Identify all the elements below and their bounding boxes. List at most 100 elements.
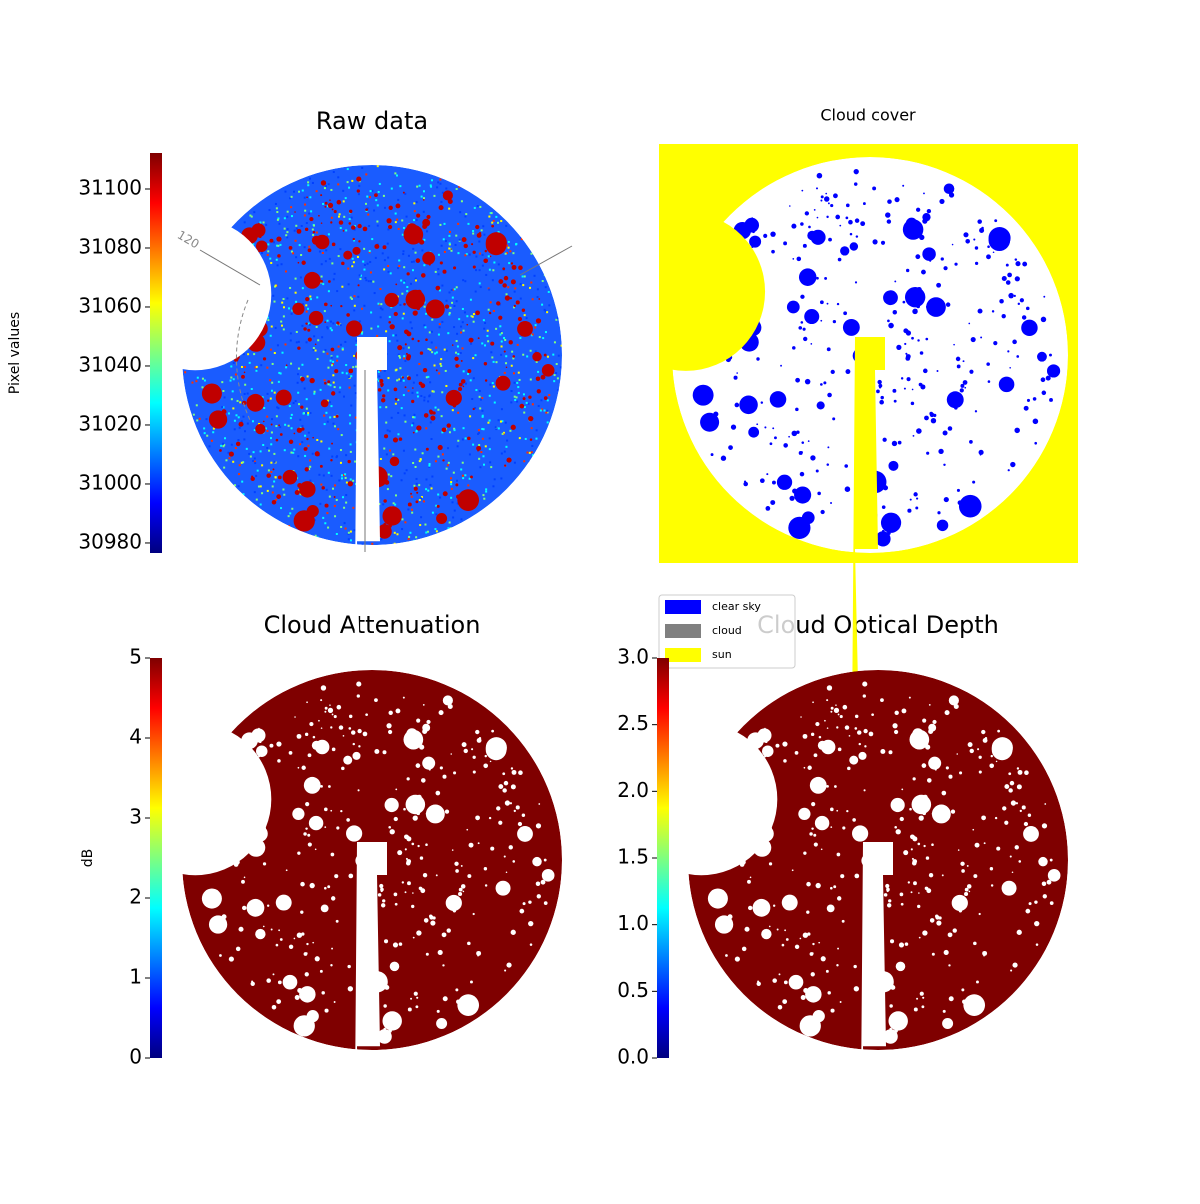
pixel-noise <box>302 303 305 306</box>
blob <box>802 243 807 248</box>
pixel-noise <box>328 401 331 404</box>
pixel-noise <box>272 294 275 297</box>
pixel-noise <box>308 468 311 471</box>
blob <box>308 815 324 831</box>
pixel-noise <box>246 311 249 314</box>
pixel-noise <box>186 355 189 358</box>
blob <box>415 258 421 263</box>
pixel-noise <box>237 268 240 271</box>
blob <box>404 343 407 346</box>
blob <box>876 389 880 394</box>
pixel-noise <box>294 400 297 403</box>
pixel-noise <box>310 210 313 213</box>
pixel-noise <box>492 385 495 388</box>
blob <box>921 269 926 275</box>
pixel-noise <box>410 260 413 263</box>
blob <box>279 938 283 941</box>
pixel-noise <box>250 307 253 310</box>
pixel-noise <box>386 242 389 245</box>
pixel-noise <box>251 420 254 423</box>
blob <box>836 896 842 901</box>
pixel-noise <box>270 437 273 440</box>
pixel-noise <box>187 333 190 336</box>
blob <box>510 767 514 770</box>
pixel-noise <box>358 274 361 277</box>
pixel-noise <box>514 398 517 401</box>
pixel-noise <box>509 429 512 432</box>
pixel-noise <box>242 353 245 356</box>
pixel-noise <box>282 488 285 491</box>
blob <box>241 879 245 884</box>
pixel-noise <box>304 454 307 457</box>
pixel-noise <box>326 205 329 208</box>
pixel-noise <box>238 426 241 429</box>
pixel-noise <box>239 289 242 292</box>
blob <box>776 474 793 490</box>
blob <box>250 476 255 482</box>
pixel-noise <box>329 327 332 330</box>
blob <box>262 420 265 423</box>
pixel-noise <box>413 202 416 205</box>
pixel-noise <box>356 255 359 258</box>
blob <box>1040 377 1046 383</box>
pixel-noise <box>555 372 558 375</box>
blob <box>306 701 308 704</box>
blob <box>444 809 450 814</box>
blob <box>893 399 897 403</box>
blob <box>830 807 834 812</box>
pixel-noise <box>437 408 440 411</box>
pixel-noise <box>435 530 438 533</box>
pixel-noise <box>321 336 324 339</box>
blob <box>445 894 462 912</box>
blob <box>956 364 961 369</box>
pixel-noise <box>361 166 364 169</box>
blob <box>438 710 444 716</box>
blob <box>430 415 436 421</box>
blob <box>377 388 382 392</box>
blob <box>707 888 728 909</box>
pixel-noise <box>481 342 484 345</box>
blob <box>880 748 886 754</box>
pixel-noise <box>480 451 483 454</box>
pixel-noise <box>516 343 519 346</box>
pixel-noise <box>336 359 339 362</box>
pixel-noise <box>555 363 558 366</box>
blob <box>410 492 413 495</box>
blob <box>836 809 839 812</box>
blob <box>306 942 309 946</box>
blob <box>498 279 504 284</box>
blob <box>962 360 965 363</box>
pixel-noise <box>488 394 491 397</box>
blob <box>211 286 213 288</box>
pixel-noise <box>217 300 220 303</box>
blob <box>297 346 301 350</box>
pixel-noise <box>488 215 491 218</box>
blob <box>872 186 877 191</box>
blob <box>727 231 733 237</box>
pixel-noise <box>369 271 372 274</box>
pixel-noise <box>481 253 484 256</box>
blob <box>529 943 533 946</box>
pixel-noise <box>507 246 510 249</box>
pixel-noise <box>355 339 358 342</box>
pixel-noise <box>305 341 308 344</box>
blob <box>900 902 904 906</box>
pixel-noise <box>352 261 355 264</box>
blob <box>496 301 501 306</box>
blob <box>883 1029 898 1044</box>
pixel-noise <box>203 432 206 435</box>
blob <box>394 397 398 401</box>
pixel-noise <box>288 525 291 528</box>
pixel-noise <box>483 497 486 500</box>
pixel-noise <box>481 427 484 430</box>
pixel-noise <box>312 348 315 351</box>
blob <box>815 722 820 727</box>
pixel-noise <box>240 269 243 272</box>
pixel-noise <box>254 462 257 465</box>
pixel-noise <box>510 401 513 404</box>
blob <box>466 323 469 326</box>
blob <box>495 880 511 896</box>
blob <box>386 218 392 224</box>
colorbar-tick-label: 0.0 <box>617 1045 649 1069</box>
pixel-noise <box>287 515 290 518</box>
